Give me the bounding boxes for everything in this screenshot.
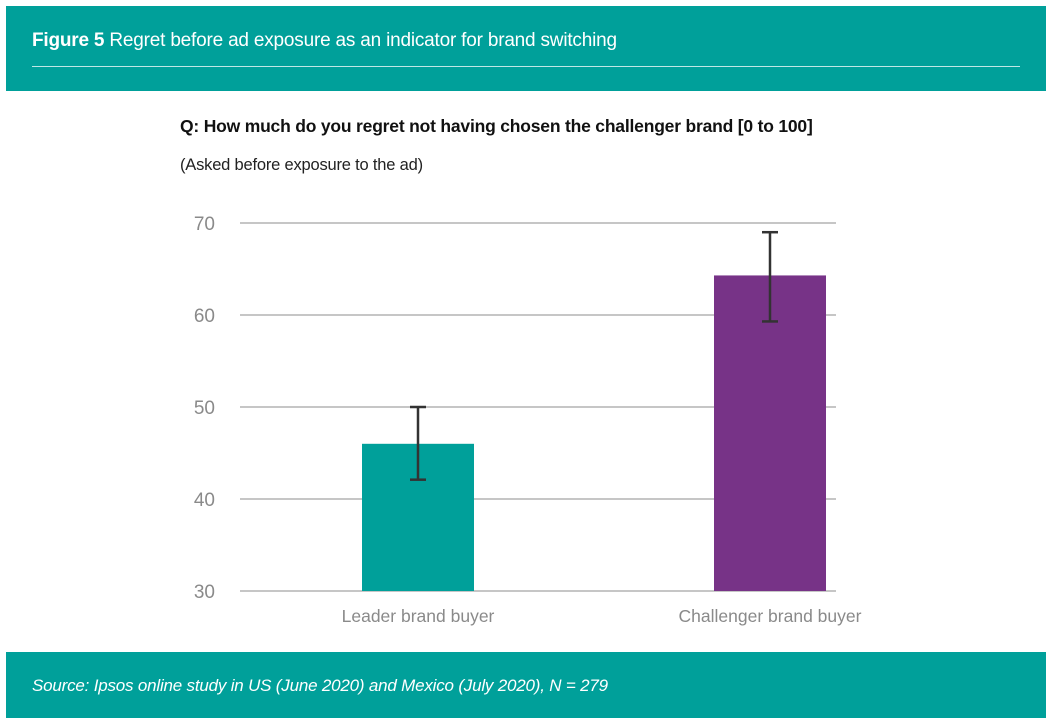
- figure-label: Figure 5: [32, 30, 105, 51]
- y-tick-label: 40: [194, 490, 215, 511]
- error-bar-challenger-brand-buyer: [762, 230, 778, 323]
- y-tick-label: 30: [194, 582, 215, 603]
- x-category-label: Leader brand buyer: [342, 606, 495, 626]
- bars: [362, 275, 826, 591]
- bar-challenger-brand-buyer: [714, 275, 826, 591]
- y-tick-label: 70: [194, 214, 215, 235]
- x-axis-labels: Leader brand buyer Challenger brand buyer: [342, 606, 862, 626]
- figure-title-text: Regret before ad exposure as an indicato…: [109, 30, 617, 51]
- error-bars: [410, 230, 778, 481]
- source-note: Source: Ipsos online study in US (June 2…: [32, 676, 608, 695]
- figure-footer: Source: Ipsos online study in US (June 2…: [6, 652, 1046, 718]
- chart-question: Q: How much do you regret not having cho…: [180, 116, 813, 136]
- y-tick-label: 60: [194, 306, 215, 327]
- figure-header: Figure 5 Regret before ad exposure as an…: [6, 6, 1046, 91]
- error-bar-leader-brand-buyer: [410, 405, 426, 481]
- figure-title: Figure 5 Regret before ad exposure as an…: [32, 30, 617, 52]
- chart-subtitle: (Asked before exposure to the ad): [180, 156, 423, 174]
- y-axis-ticks: 70 60 50 40 30: [194, 214, 215, 603]
- y-tick-label: 50: [194, 398, 215, 419]
- x-category-label: Challenger brand buyer: [679, 606, 862, 626]
- header-divider: [32, 66, 1020, 67]
